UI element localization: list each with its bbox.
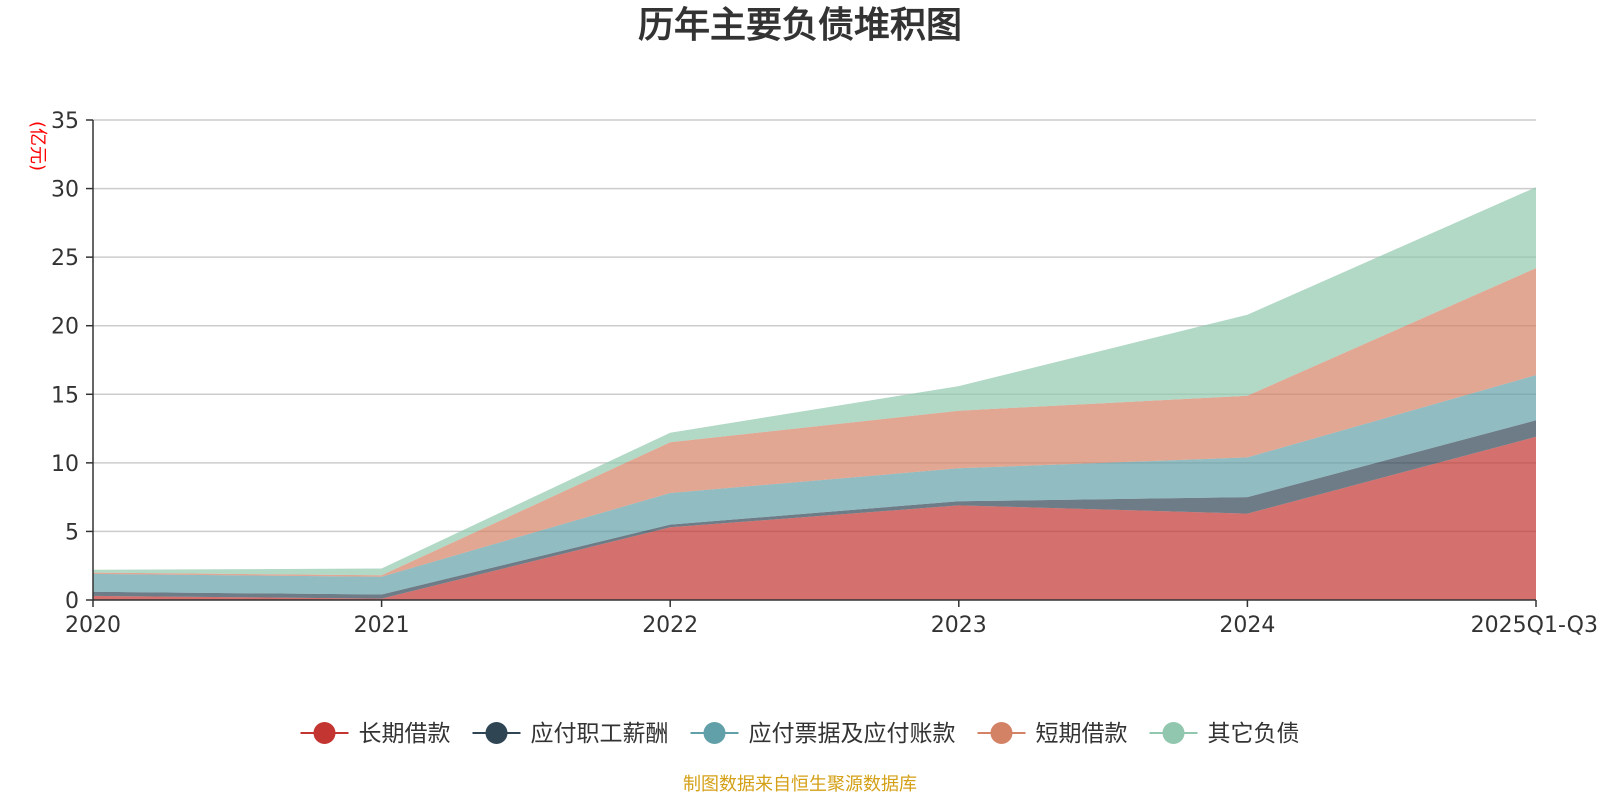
area-series-2 (93, 420, 1536, 599)
legend-item-4[interactable]: 短期借款 (977, 721, 1128, 747)
y-tick-label: 5 (65, 520, 79, 545)
y-tick-label: 10 (51, 452, 79, 477)
y-tick-label: 35 (51, 109, 79, 134)
legend-marker (1162, 722, 1185, 744)
legend-item-1[interactable]: 长期借款 (300, 721, 451, 747)
x-tick-label: 2023 (931, 613, 987, 638)
legend: 长期借款 应付职工薪酬 应付票据及应付账款 短期借款 其它负债 (300, 721, 1300, 747)
legend-item-5[interactable]: 其它负债 (1149, 721, 1300, 747)
area-series-5 (93, 187, 1536, 576)
legend-marker (990, 722, 1013, 744)
source-note: 制图数据来自恒生聚源数据库 (683, 774, 917, 795)
x-tick-label: 2025Q1-Q3 (1471, 613, 1598, 638)
x-tick-label: 2024 (1219, 613, 1275, 638)
area-series-3 (93, 375, 1536, 595)
legend-marker (313, 722, 336, 744)
legend-item-2[interactable]: 应付职工薪酬 (472, 721, 669, 747)
x-tick-label: 2022 (642, 613, 698, 638)
legend-marker (703, 722, 726, 744)
y-axis-unit-label: (亿元) (27, 121, 48, 171)
legend-label: 长期借款 (359, 721, 451, 747)
area-series-layer (93, 187, 1536, 600)
legend-label: 应付职工薪酬 (531, 721, 669, 747)
grid-lines (93, 119, 1536, 533)
y-tick-label: 20 (51, 315, 79, 340)
y-tick-label: 25 (51, 246, 79, 271)
x-tick-label: 2021 (354, 613, 410, 638)
area-series-1 (93, 436, 1536, 600)
y-tick-label: 15 (51, 383, 79, 408)
chart-title: 历年主要负债堆积图 (638, 5, 962, 46)
axes: 0 5 10 15 20 25 30 35 2020 2021 2022 2023 2024 2025Q1… (51, 109, 1598, 638)
y-tick-label: 30 (51, 178, 79, 203)
x-tick-label: 2020 (65, 613, 121, 638)
area-series-4 (93, 268, 1536, 577)
legend-item-3[interactable]: 应付票据及应付账款 (690, 721, 956, 747)
legend-marker (485, 722, 508, 744)
legend-label: 短期借款 (1036, 721, 1128, 747)
y-tick-label: 0 (65, 589, 79, 614)
legend-label: 其它负债 (1208, 721, 1300, 747)
legend-label: 应付票据及应付账款 (749, 721, 956, 747)
